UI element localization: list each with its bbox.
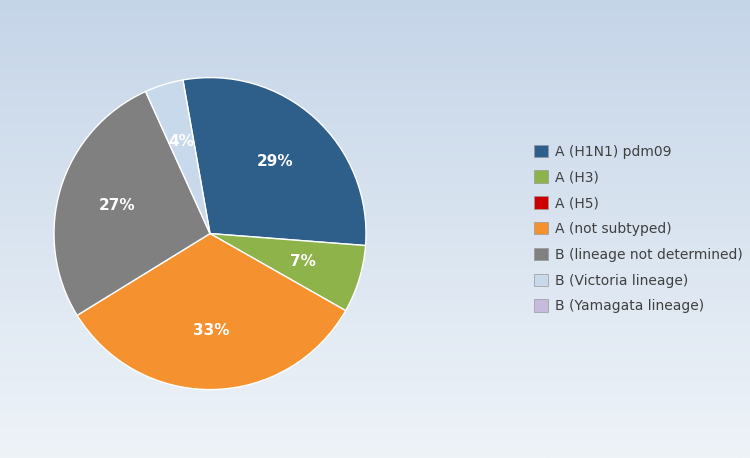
Text: 7%: 7%: [290, 254, 316, 269]
Wedge shape: [77, 234, 346, 390]
Text: 27%: 27%: [99, 198, 136, 213]
Text: 29%: 29%: [256, 154, 293, 169]
Wedge shape: [54, 92, 210, 315]
Text: 4%: 4%: [169, 134, 194, 149]
Wedge shape: [183, 77, 366, 245]
Wedge shape: [210, 234, 365, 311]
Text: 33%: 33%: [194, 323, 230, 338]
Legend: A (H1N1) pdm09, A (H3), A (H5), A (not subtyped), B (lineage not determined), B : A (H1N1) pdm09, A (H3), A (H5), A (not s…: [535, 145, 743, 313]
Wedge shape: [146, 80, 210, 234]
